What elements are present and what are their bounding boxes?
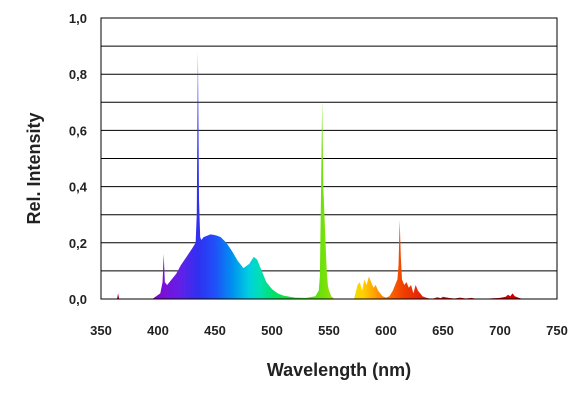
y-tick-label: 0,0 [69, 292, 87, 307]
x-tick-label: 350 [90, 323, 112, 338]
y-tick-label: 0,6 [69, 123, 87, 138]
x-tick-label: 550 [318, 323, 340, 338]
x-tick-label: 450 [204, 323, 226, 338]
x-tick-label: 650 [432, 323, 454, 338]
y-tick-label: 0,4 [69, 180, 88, 195]
x-tick-label: 600 [375, 323, 397, 338]
x-axis-ticks: 350 400 450 500 550 600 650 700 750 [90, 323, 568, 338]
x-tick-label: 400 [147, 323, 169, 338]
x-tick-label: 500 [261, 323, 283, 338]
plot-frame [100, 17, 558, 300]
x-tick-label: 750 [546, 323, 568, 338]
y-axis-label: Rel. Intensity [24, 112, 44, 224]
x-tick-label: 700 [489, 323, 511, 338]
spectrum-area [101, 51, 557, 299]
y-tick-label: 1,0 [69, 11, 87, 26]
grid-lines [101, 45, 557, 272]
y-axis-ticks: 0,0 0,2 0,4 0,6 0,8 1,0 [69, 11, 88, 307]
y-tick-label: 0,8 [69, 67, 87, 82]
x-axis-label: Wavelength (nm) [267, 360, 411, 380]
y-tick-label: 0,2 [69, 236, 87, 251]
